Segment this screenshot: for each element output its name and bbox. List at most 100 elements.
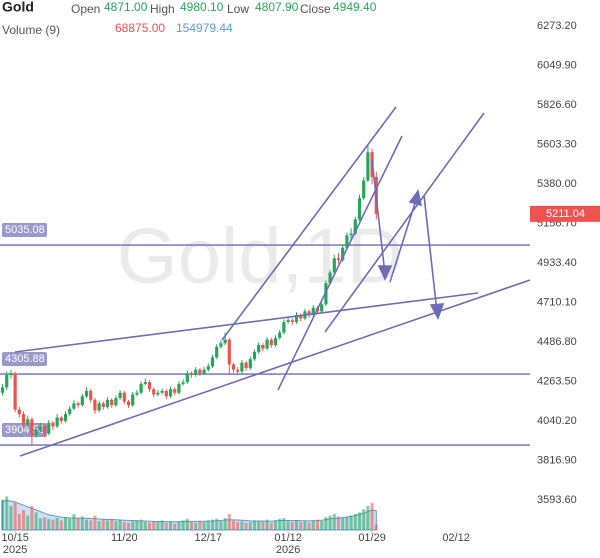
candle-body: [126, 401, 131, 406]
candle-body: [299, 314, 303, 319]
y-tick-label: 4486.80: [537, 336, 577, 348]
candle-body: [47, 422, 51, 434]
volume-bar: [30, 506, 34, 530]
year-label: 2026: [276, 544, 300, 556]
candle-body: [0, 387, 5, 393]
candle-body: [13, 373, 17, 410]
candle-body: [68, 408, 72, 414]
drawings: [14, 106, 531, 457]
volume-bar: [278, 518, 282, 530]
candle-body: [76, 403, 80, 406]
volume-bar: [206, 520, 210, 530]
candle-body: [240, 362, 244, 372]
candle-body: [147, 382, 152, 390]
candle-body: [349, 233, 353, 236]
arrow: [423, 194, 438, 313]
candle-body: [80, 396, 84, 406]
candle-body: [269, 339, 273, 345]
candle-body: [156, 392, 160, 395]
volume-bar: [68, 518, 72, 530]
candle-body: [244, 362, 248, 368]
y-tick-label: 5603.30: [537, 138, 577, 150]
candle-body: [105, 399, 110, 407]
volume-bar: [127, 522, 131, 530]
volume-bar: [303, 521, 307, 530]
arrow: [389, 199, 417, 283]
volume-bar: [139, 519, 143, 530]
candle-body: [194, 369, 198, 376]
candle-body: [261, 344, 265, 349]
candle-body: [252, 352, 257, 360]
volume-bar: [202, 522, 206, 530]
close-value: 4949.40: [333, 0, 377, 14]
candle-body: [215, 346, 219, 358]
candle-body: [282, 321, 286, 333]
volume-bar: [156, 522, 160, 530]
level-label: 5035.08: [5, 224, 45, 236]
candle-body: [168, 389, 173, 397]
y-tick-label: 4263.50: [537, 375, 577, 387]
volume-bar: [38, 518, 42, 530]
volume-bar: [248, 522, 252, 530]
candle-body: [223, 339, 227, 344]
candle-body: [189, 373, 194, 376]
y-tick-label: 6049.90: [537, 59, 577, 71]
x-tick-label: 01/12: [274, 532, 302, 544]
volume-bar: [244, 522, 248, 530]
last-price-badge: [530, 205, 600, 222]
candle-body: [63, 413, 68, 422]
candle-body: [345, 235, 349, 248]
x-tick-label: 12/17: [195, 532, 223, 544]
level-label-bg: [2, 352, 47, 367]
candle-body: [362, 180, 366, 199]
candle-body: [236, 369, 240, 372]
arrow: [371, 159, 386, 275]
candle-body: [357, 198, 362, 220]
volume-bar: [5, 496, 9, 530]
volume-bar: [307, 522, 311, 530]
candle-body: [185, 373, 189, 383]
volume-bar: [1, 499, 5, 530]
y-tick-label: 5380.00: [537, 178, 577, 190]
volume-bar: [185, 518, 189, 530]
trend-line: [19, 279, 531, 457]
volume-bar: [122, 522, 126, 530]
candle-body: [17, 409, 21, 414]
volume-bar: [198, 521, 202, 530]
volume-bar: [47, 518, 51, 530]
candle-body: [336, 258, 341, 261]
candle-body: [353, 219, 357, 234]
volume-bar: [253, 520, 257, 530]
candle-body: [143, 382, 147, 384]
volume-bar: [215, 518, 219, 530]
volume-bar: [93, 515, 97, 530]
candle-body: [198, 369, 202, 374]
y-tick-label: 3593.60: [537, 494, 577, 506]
candle-body: [51, 422, 55, 427]
volume-bar: [236, 522, 240, 530]
y-tick-label: 3816.90: [537, 454, 577, 466]
candle-body: [42, 426, 47, 434]
symbol: Gold: [2, 0, 34, 15]
channel-line: [277, 135, 403, 391]
watermark: Gold,1D: [117, 212, 403, 300]
x-tick-label: 11/20: [111, 532, 138, 544]
y-tick-label: 4710.10: [537, 296, 577, 308]
x-tick-label: 02/12: [442, 532, 470, 544]
candle-body: [72, 403, 76, 409]
volume-bar: [265, 519, 269, 530]
volume-bar: [85, 519, 89, 530]
candle-body: [202, 369, 206, 374]
candle-body: [110, 399, 114, 406]
volume-bar: [181, 520, 185, 530]
candle-body: [152, 389, 156, 395]
volume-bar: [240, 521, 244, 530]
candle-body: [59, 417, 63, 422]
candle-body: [38, 426, 42, 430]
candle-body: [21, 413, 26, 425]
volume-bar: [299, 522, 303, 530]
volume-bar: [72, 514, 76, 530]
candle-body: [265, 339, 269, 349]
volume-bar: [76, 518, 80, 530]
volume-bar: [135, 520, 139, 530]
